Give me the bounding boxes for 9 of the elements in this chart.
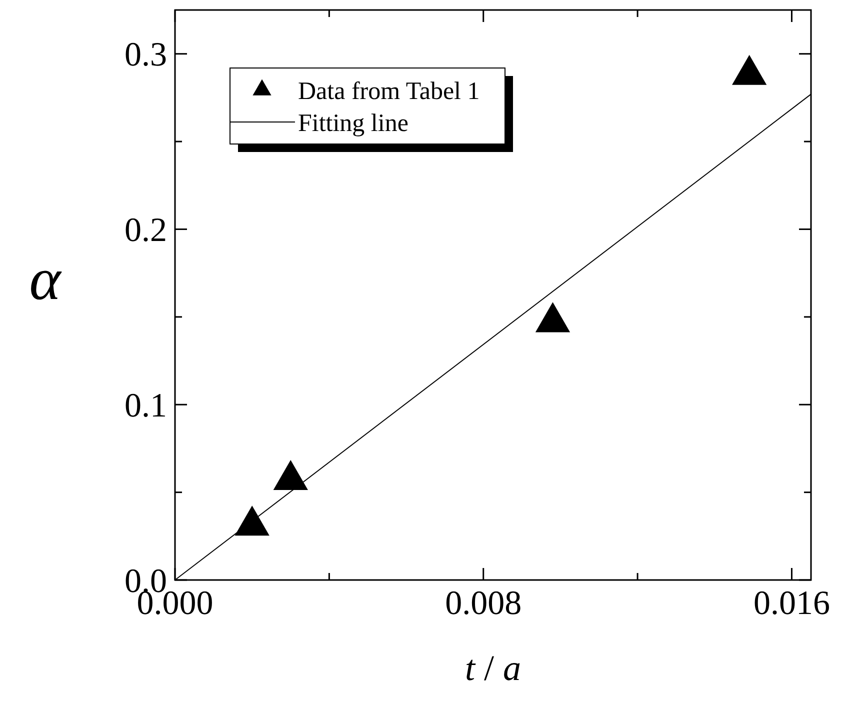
y-tick-label: 0.1 bbox=[124, 388, 167, 425]
x-tick-label: 0.016 bbox=[753, 585, 830, 622]
y-tick-label: 0.3 bbox=[124, 36, 167, 74]
y-tick-label: 0.2 bbox=[124, 212, 167, 250]
legend-label: Data from Tabel 1 bbox=[298, 78, 480, 105]
legend-label: Fitting line bbox=[298, 110, 408, 137]
x-axis-title: t / a bbox=[464, 648, 522, 688]
x-tick-label: 0.008 bbox=[445, 585, 522, 622]
y-axis-title: α bbox=[29, 246, 62, 312]
